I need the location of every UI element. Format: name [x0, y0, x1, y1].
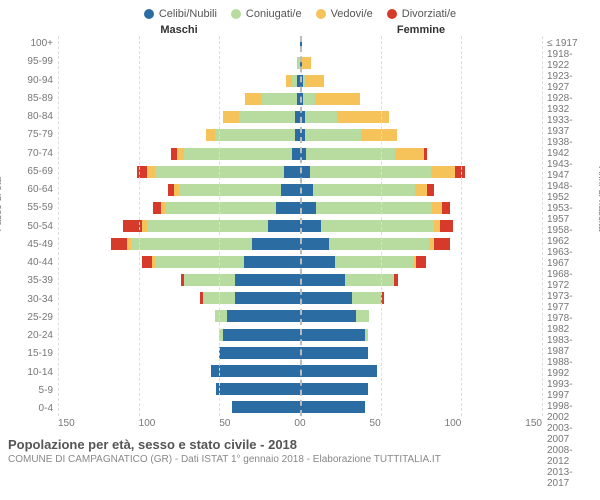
- x-tick: 0: [300, 418, 306, 429]
- plot-area: Fasce di età 100+95-9990-9485-8980-8475-…: [8, 36, 592, 416]
- year-tick: 1958-1962: [547, 225, 592, 247]
- x-tick: 150: [58, 418, 75, 429]
- center-line: [300, 36, 302, 416]
- year-tick: 1953-1957: [547, 203, 592, 225]
- legend-label: Vedovi/e: [331, 8, 373, 20]
- gridline: [542, 36, 543, 416]
- age-tick: 80-84: [8, 111, 53, 122]
- gridline: [58, 36, 59, 416]
- year-tick: 2008-2012: [547, 445, 592, 467]
- chart-title: Popolazione per età, sesso e stato civil…: [8, 437, 592, 452]
- yaxis-right-label: Anni di nascita: [596, 166, 600, 231]
- age-tick: 5-9: [8, 385, 53, 396]
- age-tick: 50-54: [8, 221, 53, 232]
- xaxis-right: 0 50 100 150: [300, 418, 542, 429]
- legend-label: Celibi/Nubili: [159, 8, 217, 20]
- year-tick: 1973-1977: [547, 291, 592, 313]
- legend-swatch: [387, 9, 397, 19]
- year-tick: 1943-1947: [547, 159, 592, 181]
- legend-item: Vedovi/e: [316, 8, 373, 20]
- year-tick: 1988-1992: [547, 357, 592, 379]
- year-tick: 2003-2007: [547, 423, 592, 445]
- age-tick: 30-34: [8, 294, 53, 305]
- age-tick: 75-79: [8, 129, 53, 140]
- gridline: [139, 36, 140, 416]
- xaxis-left: 150100500: [58, 418, 300, 429]
- legend-swatch: [231, 9, 241, 19]
- age-tick: 15-19: [8, 348, 53, 359]
- year-tick: 1978-1982: [547, 313, 592, 335]
- age-tick: 90-94: [8, 75, 53, 86]
- age-tick: 35-39: [8, 275, 53, 286]
- x-tick: 150: [525, 418, 542, 429]
- age-tick: 55-59: [8, 202, 53, 213]
- bars-area: [58, 36, 542, 416]
- chart-subtitle: COMUNE DI CAMPAGNATICO (GR) - Dati ISTAT…: [8, 454, 592, 465]
- age-tick: 40-44: [8, 257, 53, 268]
- year-tick: 1983-1987: [547, 335, 592, 357]
- age-tick: 65-69: [8, 166, 53, 177]
- year-tick: 1968-1972: [547, 269, 592, 291]
- age-tick: 70-74: [8, 148, 53, 159]
- year-tick: 1918-1922: [547, 49, 592, 71]
- population-pyramid-chart: Celibi/Nubili Coniugati/e Vedovi/e Divorzia…: [0, 0, 600, 500]
- year-axis: ≤ 19171918-19221923-19271928-19321933-19…: [542, 36, 592, 416]
- gridline: [381, 36, 382, 416]
- age-tick: 20-24: [8, 330, 53, 341]
- year-tick: 1928-1932: [547, 93, 592, 115]
- x-tick: 50: [370, 418, 381, 429]
- legend-item: Celibi/Nubili: [144, 8, 217, 20]
- legend: Celibi/Nubili Coniugati/e Vedovi/e Divorzia…: [8, 8, 592, 20]
- yaxis-left-label: Fasce di età: [0, 177, 4, 231]
- year-tick: 1993-1997: [547, 379, 592, 401]
- year-tick: 1998-2002: [547, 401, 592, 423]
- legend-label: Divorziati/e: [402, 8, 456, 20]
- year-tick: 1933-1937: [547, 115, 592, 137]
- year-tick: 1938-1942: [547, 137, 592, 159]
- legend-label: Coniugati/e: [246, 8, 302, 20]
- age-tick: 100+: [8, 38, 53, 49]
- year-tick: 1948-1952: [547, 181, 592, 203]
- age-tick: 0-4: [8, 403, 53, 414]
- gridline: [461, 36, 462, 416]
- legend-swatch: [316, 9, 326, 19]
- age-tick: 85-89: [8, 93, 53, 104]
- year-tick: 1963-1967: [547, 247, 592, 269]
- x-tick: 100: [445, 418, 462, 429]
- grid-right: [300, 36, 542, 416]
- x-tick: 100: [139, 418, 156, 429]
- age-tick: 60-64: [8, 184, 53, 195]
- age-tick: 25-29: [8, 312, 53, 323]
- year-tick: ≤ 1917: [547, 38, 592, 49]
- age-tick: 95-99: [8, 56, 53, 67]
- grid-left: [58, 36, 300, 416]
- x-tick: 50: [219, 418, 230, 429]
- footer: Popolazione per età, sesso e stato civil…: [8, 437, 592, 465]
- gridline: [219, 36, 220, 416]
- male-header: Maschi: [58, 24, 300, 36]
- age-tick: 10-14: [8, 367, 53, 378]
- female-header: Femmine: [300, 24, 542, 36]
- age-tick: 45-49: [8, 239, 53, 250]
- gender-headers: Maschi Femmine: [8, 24, 592, 36]
- legend-item: Coniugati/e: [231, 8, 302, 20]
- year-tick: 1923-1927: [547, 71, 592, 93]
- year-tick: 2013-2017: [547, 467, 592, 489]
- legend-item: Divorziati/e: [387, 8, 456, 20]
- x-axis: 150 100 50 0 0 50 100 150: [8, 418, 592, 429]
- legend-swatch: [144, 9, 154, 19]
- age-axis: 100+ 95-99 90-94 85-89 80-84 75-79 70-74 65-69 6…: [8, 36, 58, 416]
